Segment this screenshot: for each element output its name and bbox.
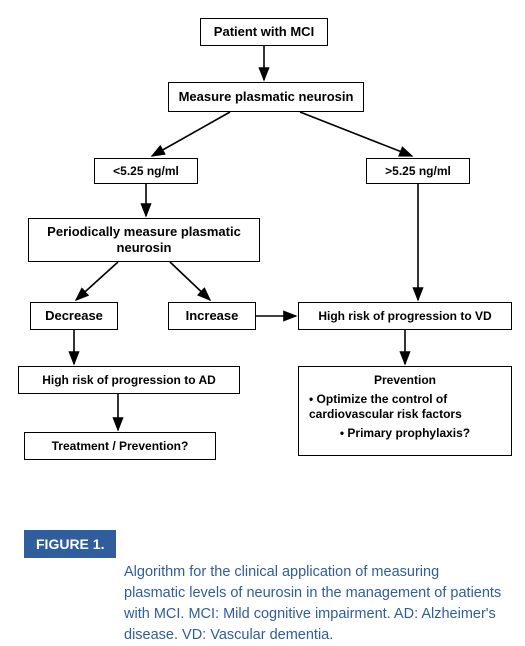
node-label: Patient with MCI [207, 24, 321, 40]
figure-caption: FIGURE 1. Algorithm for the clinical app… [24, 530, 502, 646]
node-periodic-measure: Periodically measure plasmatic neurosin [28, 218, 260, 262]
node-label: Periodically measure plasmatic neurosin [35, 224, 253, 257]
node-label: Decrease [37, 308, 111, 324]
node-measure: Measure plasmatic neurosin [168, 82, 364, 112]
node-risk-ad: High risk of progression to AD [18, 366, 240, 394]
node-treatment: Treatment / Prevention? [24, 432, 216, 460]
node-threshold-low: <5.25 ng/ml [94, 158, 198, 184]
node-patient: Patient with MCI [200, 18, 328, 46]
node-decrease: Decrease [30, 302, 118, 330]
prevention-heading: Prevention [309, 373, 501, 388]
prevention-bullet-1: • Optimize the control of cardiovascular… [309, 392, 501, 422]
node-label: Treatment / Prevention? [31, 439, 209, 454]
node-threshold-high: >5.25 ng/ml [366, 158, 470, 184]
prevention-bullet-2: • Primary prophylaxis? [309, 426, 501, 441]
node-label: High risk of progression to VD [305, 309, 505, 324]
node-risk-vd: High risk of progression to VD [298, 302, 512, 330]
node-increase: Increase [168, 302, 256, 330]
figure-text: Algorithm for the clinical application o… [124, 562, 502, 646]
node-label: High risk of progression to AD [25, 373, 233, 388]
node-label: >5.25 ng/ml [373, 164, 463, 179]
node-label: Increase [175, 308, 249, 324]
figure-tag: FIGURE 1. [24, 530, 116, 558]
node-prevention: Prevention • Optimize the control of car… [298, 366, 512, 456]
node-label: <5.25 ng/ml [101, 164, 191, 179]
node-label: Measure plasmatic neurosin [175, 89, 357, 105]
